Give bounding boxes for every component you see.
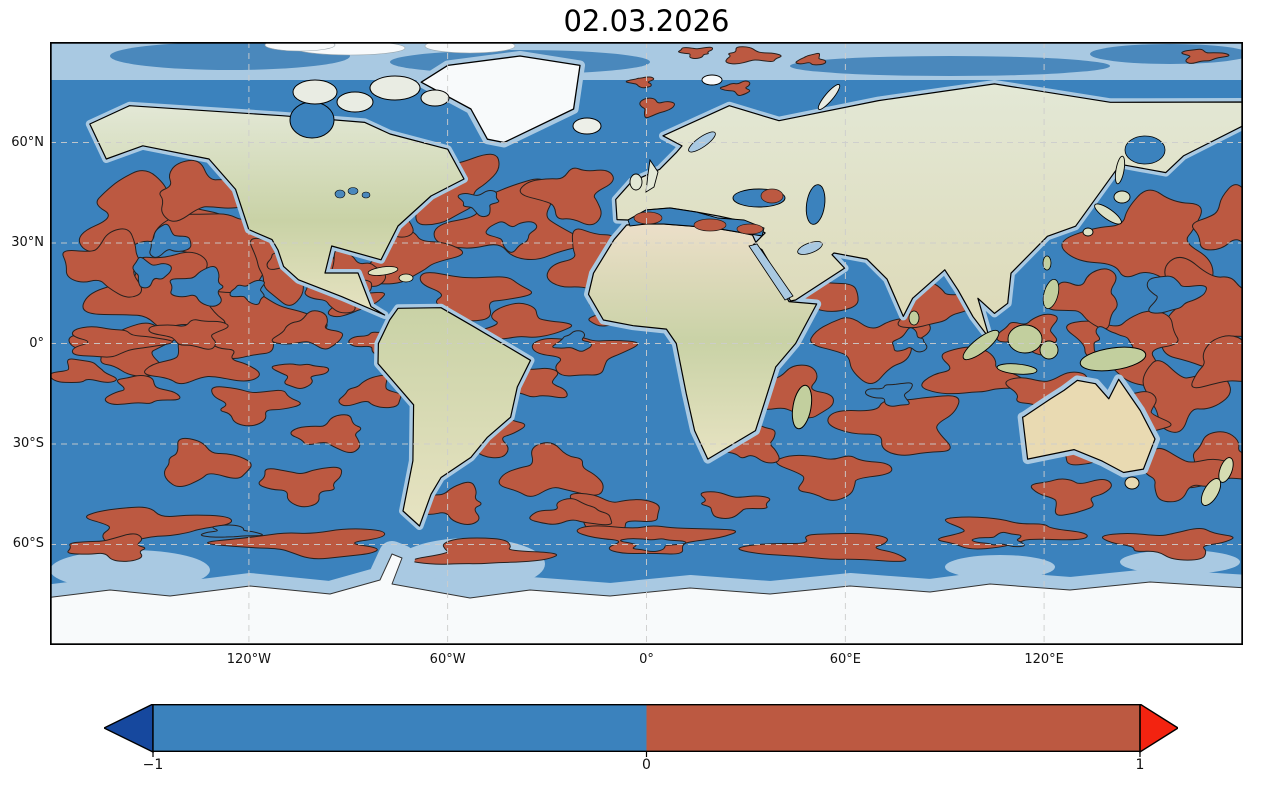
lat-tick-label: 30°S — [12, 436, 44, 452]
graticule — [50, 42, 1243, 645]
lat-tick-label: 60°N — [11, 134, 44, 150]
lon-tick-label: 0° — [639, 652, 654, 667]
lat-tick-label: 60°S — [12, 536, 44, 552]
colorbar-tick-label: 1 — [1135, 757, 1145, 773]
arctic-positive-patches — [625, 46, 1230, 89]
lon-tick-label: 60°E — [829, 652, 861, 667]
map-area — [50, 42, 1243, 645]
colorbar-negative-segment — [153, 704, 647, 752]
lon-tick-label: 120°E — [1024, 652, 1064, 667]
colorbar-tick-label: −1 — [142, 757, 164, 773]
colorbar — [104, 704, 1178, 758]
plot-title: 02.03.2026 — [563, 4, 730, 38]
colorbar-tick-label: 0 — [642, 757, 651, 773]
colorbar-over-arrow — [1139, 704, 1178, 754]
colorbar-under-arrow — [104, 704, 154, 754]
world-map-plot — [50, 42, 1243, 645]
lon-tick-label: 120°W — [226, 652, 271, 667]
lat-tick-label: 30°N — [11, 234, 44, 250]
colorbar-graphic — [104, 704, 1178, 757]
lon-tick-label: 60°W — [429, 652, 466, 667]
colorbar-positive-segment — [646, 704, 1140, 752]
lat-tick-label: 0° — [29, 335, 44, 351]
